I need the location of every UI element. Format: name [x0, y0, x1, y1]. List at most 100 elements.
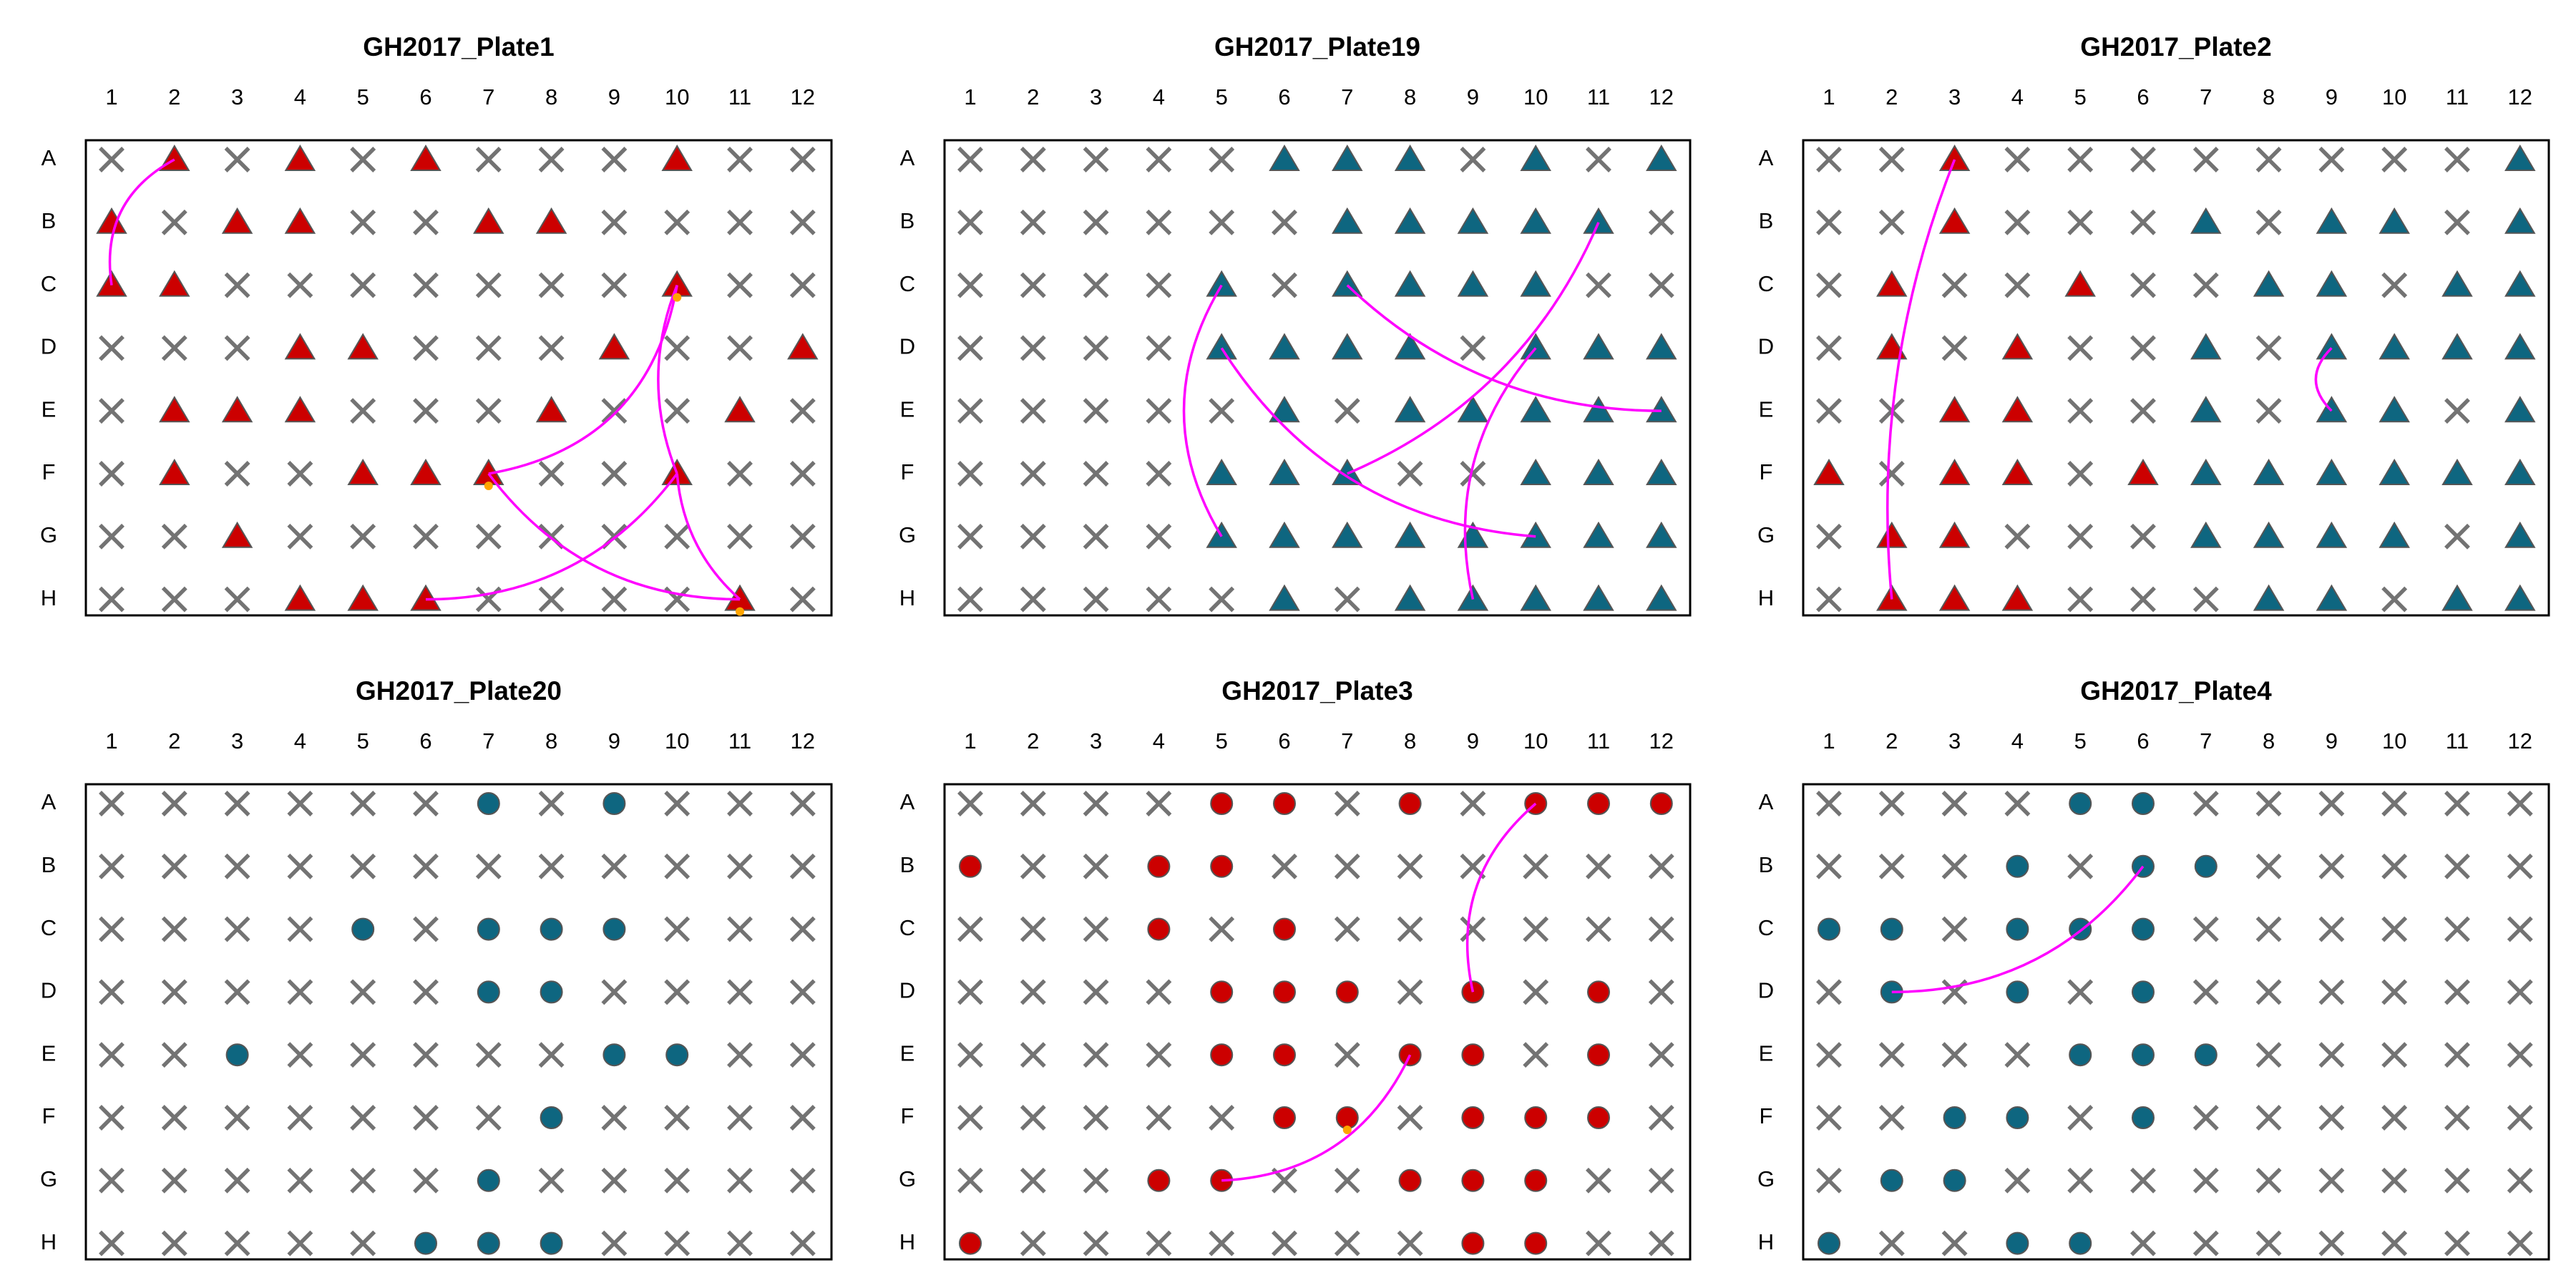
- sample-marker: [2001, 459, 2034, 485]
- column-label: 3: [1090, 728, 1102, 753]
- empty-well-marker: [1816, 791, 1842, 816]
- sample-marker: [1269, 459, 1300, 485]
- sample-marker: [1583, 396, 1614, 423]
- empty-well-marker: [287, 1230, 313, 1257]
- sample-marker: [477, 917, 500, 941]
- empty-well-marker: [538, 586, 565, 613]
- column-label: 12: [2508, 84, 2532, 109]
- empty-well-marker: [789, 979, 816, 1005]
- column-label: 2: [1027, 84, 1039, 109]
- empty-well-marker: [727, 523, 753, 550]
- empty-well-marker: [789, 398, 816, 424]
- column-label: 9: [1467, 728, 1479, 753]
- row-label: E: [1759, 1040, 1774, 1065]
- empty-well-marker: [475, 1105, 502, 1131]
- empty-well-marker: [99, 523, 125, 550]
- sample-marker: [1938, 207, 1971, 234]
- empty-well-marker: [1941, 1230, 1968, 1257]
- empty-well-marker: [1816, 1167, 1842, 1194]
- empty-well-marker: [1334, 398, 1360, 424]
- column-label: 5: [1216, 84, 1228, 109]
- row-label: D: [1758, 978, 1774, 1003]
- empty-well-marker: [99, 461, 125, 487]
- empty-well-marker: [2004, 209, 2031, 235]
- panel-title: GH2017_Plate20: [356, 676, 562, 706]
- sample-marker: [540, 1106, 563, 1129]
- sample-marker: [2132, 980, 2155, 1004]
- empty-well-marker: [727, 916, 753, 942]
- empty-well-marker: [789, 147, 816, 172]
- sample-marker: [2379, 333, 2410, 360]
- sample-marker: [159, 270, 190, 297]
- link-arc: [675, 473, 741, 600]
- sample-marker: [2190, 459, 2222, 485]
- empty-well-marker: [1146, 398, 1172, 424]
- empty-well-marker: [789, 461, 816, 487]
- empty-well-marker: [2004, 147, 2031, 172]
- empty-well-marker: [1523, 979, 1549, 1005]
- empty-well-marker: [2444, 209, 2470, 235]
- sample-marker: [347, 459, 379, 485]
- empty-well-marker: [2255, 791, 2282, 816]
- empty-well-marker: [99, 147, 125, 172]
- empty-well-marker: [1272, 209, 1297, 235]
- sample-marker: [1206, 333, 1237, 360]
- sample-marker: [473, 207, 504, 234]
- empty-well-marker: [1083, 335, 1109, 361]
- empty-well-marker: [601, 461, 628, 487]
- empty-well-marker: [1083, 916, 1109, 942]
- row-label: C: [1758, 271, 1774, 296]
- sample-marker: [1520, 459, 1551, 485]
- empty-well-marker: [1878, 209, 1905, 235]
- empty-well-marker: [1586, 147, 1611, 172]
- link-arc: [108, 158, 175, 286]
- column-label: 2: [1885, 728, 1898, 753]
- sample-marker: [1583, 459, 1614, 485]
- empty-well-marker: [1523, 853, 1549, 879]
- row-label: G: [899, 1166, 916, 1191]
- empty-well-marker: [350, 147, 376, 172]
- empty-well-marker: [2381, 1230, 2408, 1257]
- empty-well-marker: [664, 1230, 691, 1257]
- empty-well-marker: [413, 523, 439, 550]
- sample-marker: [535, 396, 567, 423]
- sample-marker: [2001, 584, 2034, 611]
- empty-well-marker: [957, 147, 983, 172]
- sample-marker: [1583, 333, 1614, 360]
- empty-well-marker: [2067, 1105, 2094, 1131]
- sample-marker: [2127, 459, 2159, 485]
- sample-marker: [2132, 917, 2155, 941]
- empty-well-marker: [99, 1105, 125, 1131]
- sample-marker: [2253, 521, 2285, 548]
- empty-well-marker: [1648, 1230, 1674, 1257]
- empty-well-marker: [161, 916, 187, 942]
- empty-well-marker: [1648, 272, 1674, 298]
- empty-well-marker: [1816, 335, 1842, 361]
- empty-well-marker: [1941, 916, 1968, 942]
- empty-well-marker: [1334, 586, 1360, 613]
- empty-well-marker: [727, 1042, 753, 1068]
- empty-well-marker: [1083, 1230, 1109, 1257]
- sample-marker: [665, 1043, 689, 1067]
- sample-marker: [1332, 270, 1363, 297]
- empty-well-marker: [1020, 979, 1046, 1005]
- plate-frame: [943, 783, 1692, 1261]
- empty-well-marker: [1941, 335, 1968, 361]
- sample-marker: [1520, 145, 1551, 171]
- empty-well-marker: [1397, 916, 1423, 942]
- sample-marker: [1587, 792, 1610, 815]
- sample-marker: [1394, 145, 1426, 171]
- empty-well-marker: [2255, 398, 2282, 424]
- empty-well-marker: [2067, 461, 2094, 487]
- sample-marker: [1587, 1106, 1610, 1129]
- empty-well-marker: [99, 1230, 125, 1257]
- row-label: B: [1759, 852, 1774, 877]
- empty-well-marker: [2381, 979, 2408, 1005]
- empty-well-marker: [161, 791, 187, 816]
- sample-marker: [284, 145, 316, 171]
- empty-well-marker: [413, 1105, 439, 1131]
- empty-well-marker: [789, 1167, 816, 1194]
- empty-well-marker: [664, 398, 691, 424]
- sample-marker: [2069, 1231, 2092, 1255]
